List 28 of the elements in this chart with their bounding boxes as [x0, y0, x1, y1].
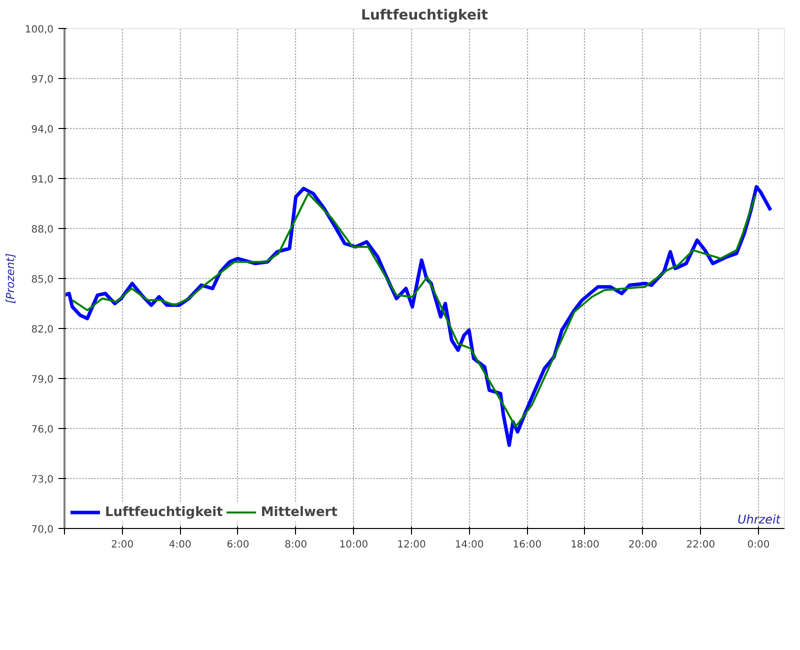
x-tick-label: 4:00	[168, 540, 192, 550]
x-axis-title: Uhrzeit	[737, 512, 782, 526]
y-tick-label: 70,0	[31, 524, 54, 536]
x-tick-label: 0:00	[747, 540, 770, 550]
y-tick-label: 82,0	[31, 324, 54, 336]
x-tick-label: 14:00	[454, 540, 484, 550]
y-tick-label: 85,0	[31, 274, 54, 286]
x-tick-label: 20:00	[628, 540, 658, 550]
y-tick-label: 73,0	[31, 474, 54, 486]
y-tick-label: 79,0	[31, 374, 54, 386]
x-tick-label: 16:00	[512, 540, 542, 550]
y-axis-title: [Prozent]	[4, 253, 17, 304]
x-tick-label: 18:00	[570, 540, 600, 550]
y-tick-label: 100,0	[24, 24, 54, 36]
x-tick-label: 22:00	[686, 540, 716, 550]
legend-label: Mittelwert	[260, 504, 338, 520]
chart-title: Luftfeuchtigkeit	[361, 8, 488, 24]
y-tick-label: 91,0	[31, 174, 54, 186]
y-tick-label: 76,0	[31, 424, 54, 436]
x-tick-label: 6:00	[226, 540, 250, 550]
y-tick-label: 94,0	[31, 124, 54, 136]
x-tick-label: 8:00	[284, 540, 308, 550]
x-tick-label: 2:00	[111, 540, 134, 550]
x-tick-label: 12:00	[397, 540, 426, 550]
legend-label: Luftfeuchtigkeit	[105, 504, 223, 520]
x-tick-label: 10:00	[339, 540, 368, 550]
y-tick-label: 97,0	[31, 74, 54, 86]
y-tick-label: 88,0	[31, 224, 54, 236]
